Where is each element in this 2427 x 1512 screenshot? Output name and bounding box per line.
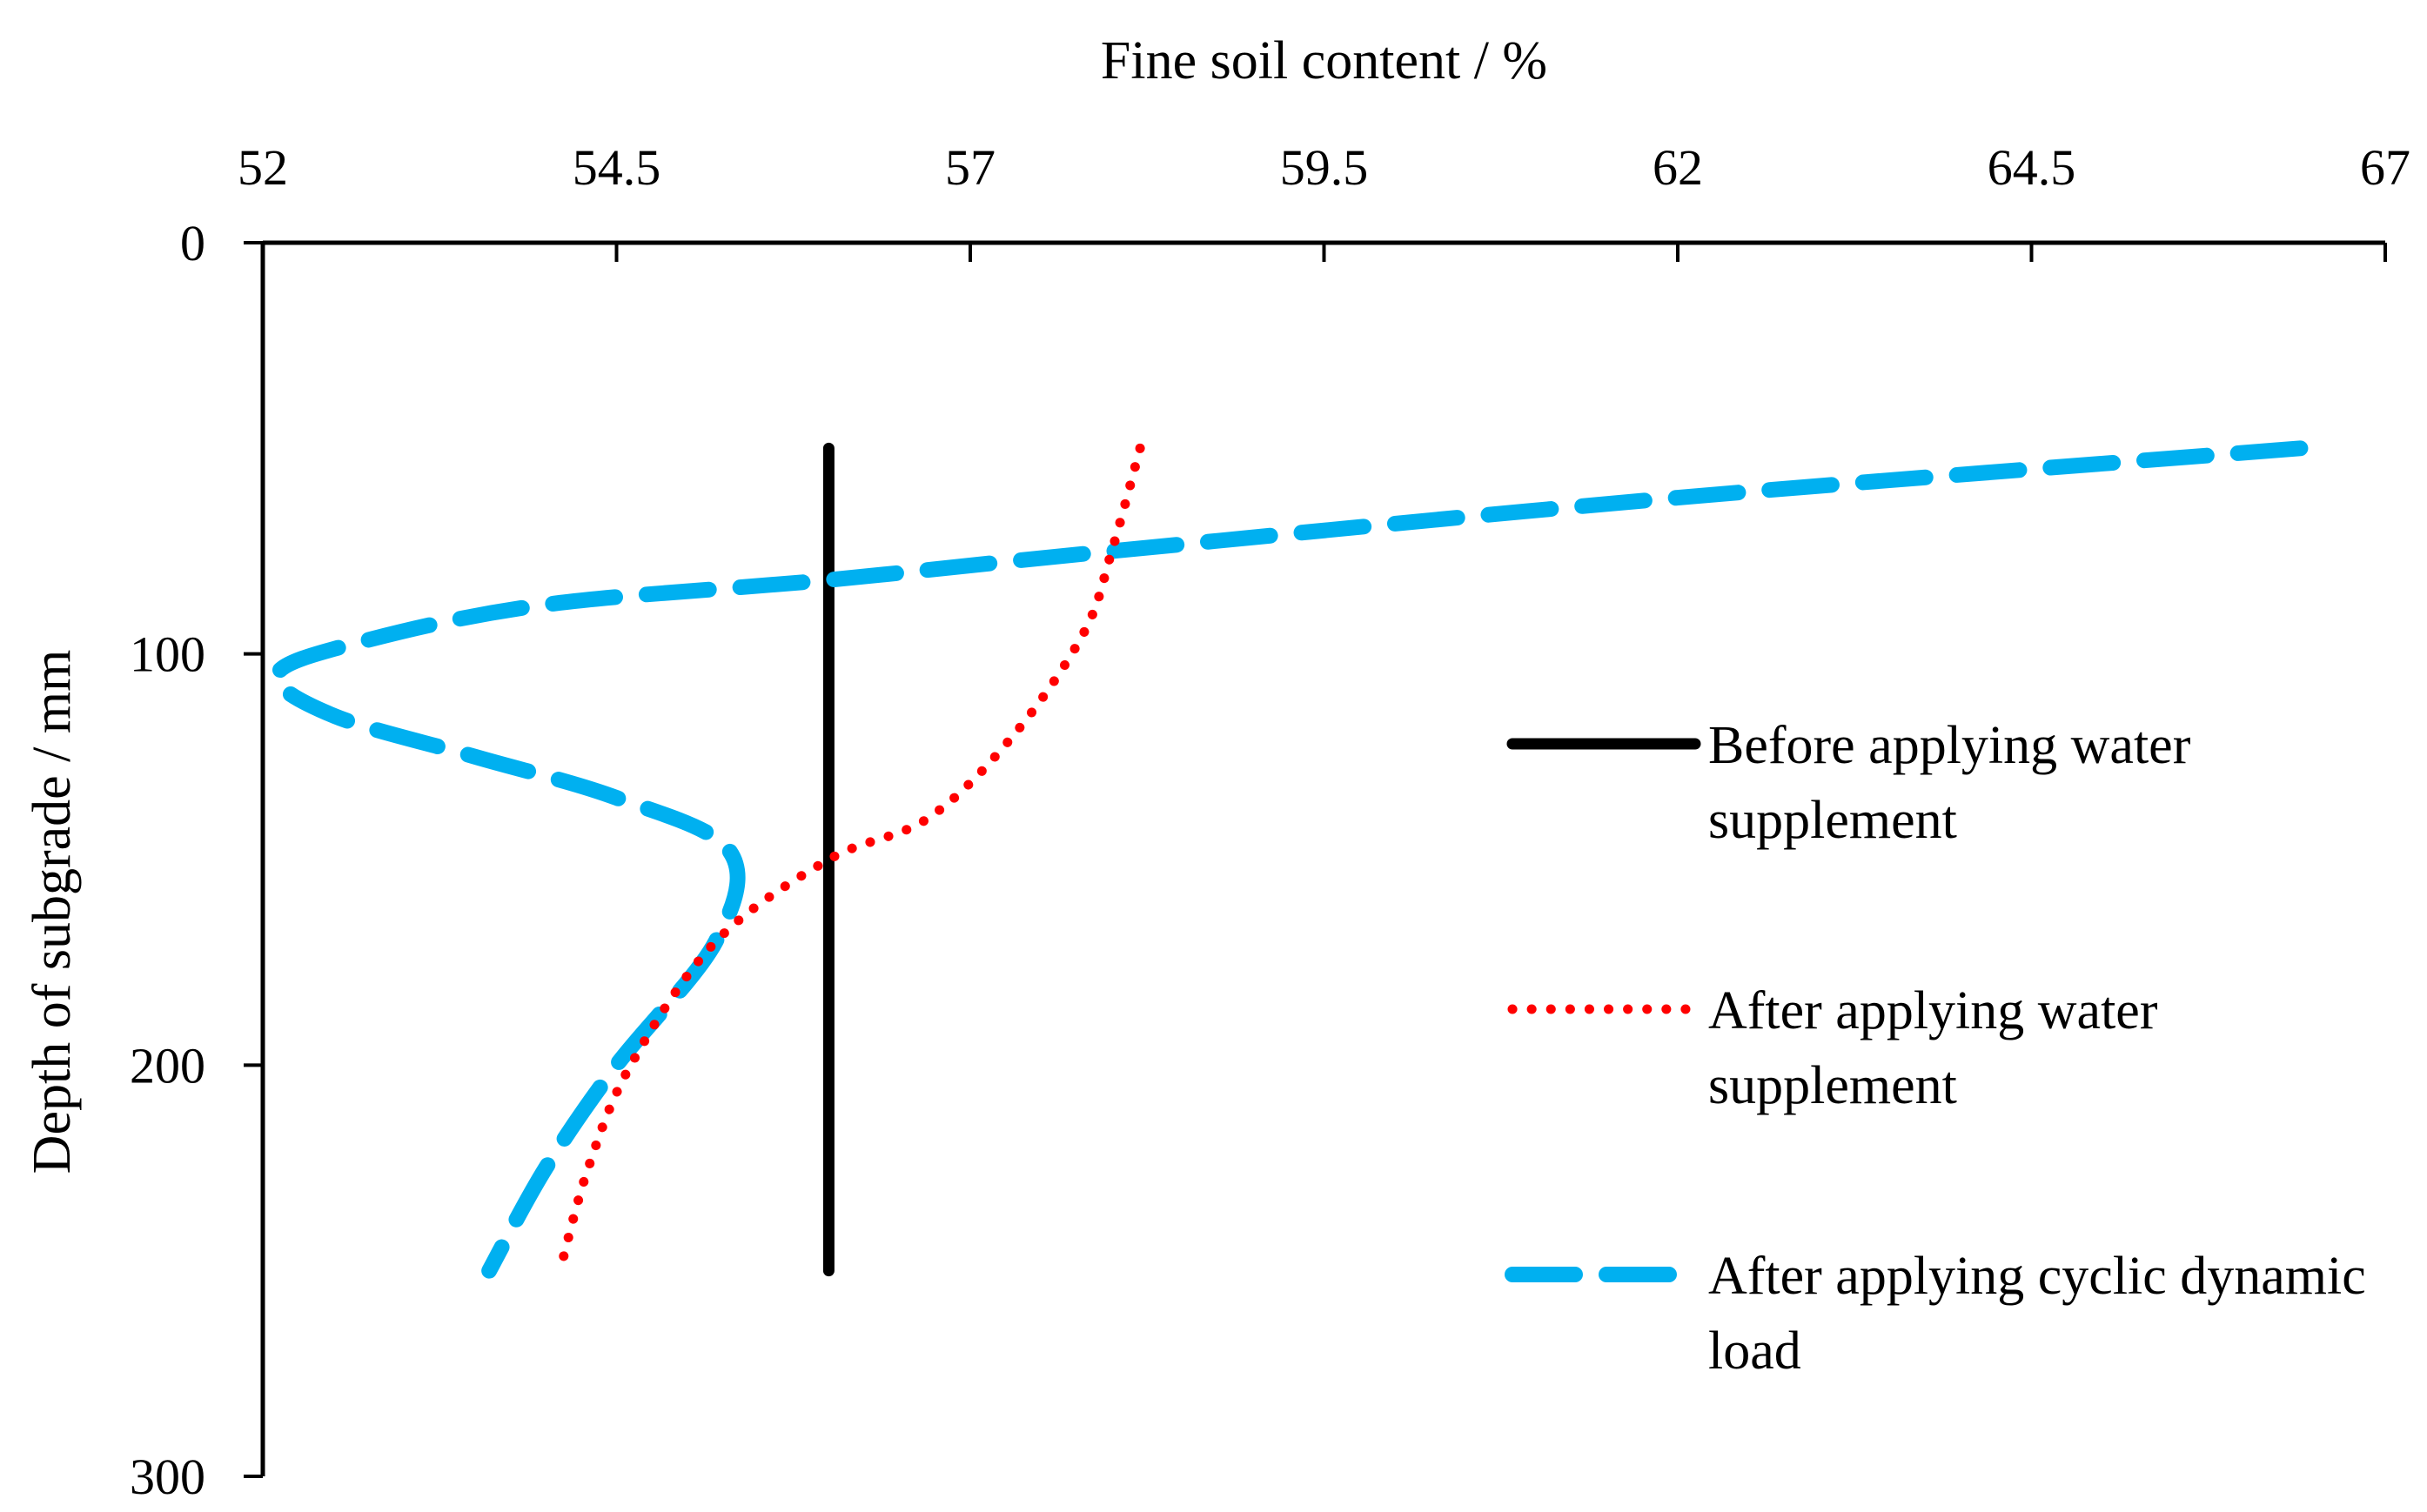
legend-label-1: After applying water supplement (1708, 981, 2158, 1115)
series-2-point (616, 1064, 618, 1066)
x-tick-label: 67 (2360, 139, 2410, 196)
y-tick-label: 100 (130, 626, 205, 683)
series-0-point (828, 1270, 829, 1272)
y-tick-label: 300 (130, 1448, 205, 1505)
series-2-point (616, 797, 618, 799)
x-tick-label: 62 (1653, 139, 1703, 196)
x-tick-label: 64.5 (1988, 139, 2076, 196)
series-1-point (927, 818, 929, 820)
series-1-point (714, 941, 716, 943)
x-tick-label: 57 (945, 139, 996, 196)
series-1-point (1111, 551, 1113, 552)
series-layer (268, 440, 2309, 1279)
series-2-point (545, 604, 546, 605)
series-2-point (332, 715, 334, 717)
series-2-point (276, 673, 278, 675)
x-tick-label: 54.5 (573, 139, 661, 196)
series-2-point (729, 851, 731, 853)
x-tick-label: 52 (238, 139, 288, 196)
y-tick-label: 0 (180, 215, 205, 271)
x-tick-label: 59.5 (1280, 139, 1369, 196)
series-2-point (828, 579, 829, 581)
legend: Before applying water supplement After app… (1505, 716, 2366, 1381)
axes: 52 54.5 57 59.5 62 64.5 67 0 100 200 300 Fine soil … (23, 31, 2410, 1505)
series-1-point (1083, 632, 1084, 634)
series-2-point (361, 640, 363, 642)
series-line-1 (554, 443, 1145, 1276)
series-1-point (828, 859, 829, 860)
legend-label-0: Before applying water supplement (1708, 716, 2191, 850)
series-2-point (2299, 447, 2301, 449)
legend-label-2: After applying cyclic dynamic load (1708, 1247, 2366, 1381)
x-axis-title: Fine soil content / % (1101, 31, 1547, 90)
y-axis-title: Depth of subgrade / mm (23, 650, 82, 1174)
series-2-point (545, 1167, 546, 1169)
series-1-point (1139, 447, 1141, 449)
series-2-point (474, 756, 476, 758)
y-tick-label: 200 (130, 1037, 205, 1094)
series-line-2 (268, 440, 2309, 1279)
series-1-point (630, 1064, 632, 1066)
series-1-point (1012, 735, 1014, 737)
series-1-point (587, 1167, 589, 1169)
series-0-point (828, 447, 829, 449)
series-1-point (559, 1270, 560, 1272)
series-2-point (488, 1270, 490, 1272)
series-2-point (1677, 497, 1679, 498)
